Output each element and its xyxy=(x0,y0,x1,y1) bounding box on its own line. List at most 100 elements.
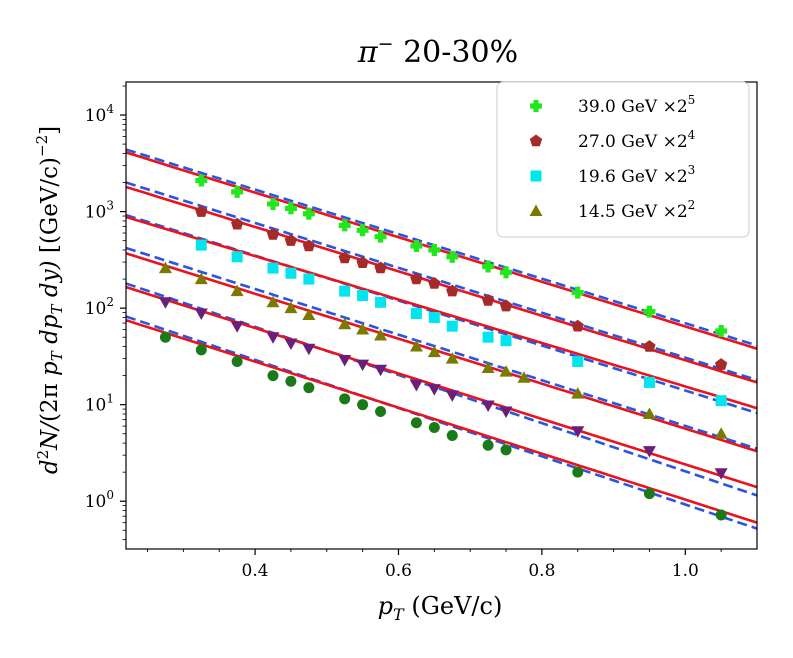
data-point xyxy=(284,338,298,351)
data-point xyxy=(643,305,656,318)
y-axis-label: d2N/(2π pT dpT dy) [(GeV/c)−2] xyxy=(33,126,66,474)
data-point xyxy=(266,197,279,210)
legend-box xyxy=(496,81,750,238)
data-point xyxy=(517,371,531,383)
data-point xyxy=(284,234,298,246)
data-point xyxy=(482,260,495,273)
data-point xyxy=(482,331,494,343)
legend-marker-2 xyxy=(529,134,543,147)
data-point xyxy=(303,382,315,394)
y-tick-label: 104 xyxy=(85,102,115,126)
red-solid-fit-line-3 xyxy=(126,215,757,410)
data-point xyxy=(572,356,584,368)
x-axis-label: pT (GeV/c) xyxy=(378,592,503,624)
data-point xyxy=(194,272,208,285)
series-3-points xyxy=(195,239,727,407)
plot-area: 0.4 0.6 0.8 1.0 100 101 102 103 104 xyxy=(85,81,758,581)
data-point xyxy=(195,205,208,217)
data-point xyxy=(357,399,369,411)
data-point xyxy=(375,405,387,417)
data-point xyxy=(231,185,244,198)
series-4-points xyxy=(158,261,728,439)
data-point xyxy=(427,345,441,358)
blue-dashed-fit-line-1 xyxy=(126,148,757,347)
data-point xyxy=(231,217,244,230)
data-point xyxy=(445,352,459,364)
data-point xyxy=(339,393,351,405)
data-point xyxy=(266,227,280,240)
y-tick-label: 100 xyxy=(85,488,114,512)
data-point xyxy=(303,273,315,285)
data-point xyxy=(195,239,207,251)
x-tick-label: 0.8 xyxy=(528,561,555,581)
legend-marker-1 xyxy=(530,100,542,112)
data-point xyxy=(356,224,369,237)
data-point xyxy=(338,219,351,232)
data-point xyxy=(715,358,728,370)
data-point xyxy=(499,365,513,377)
data-point xyxy=(158,261,172,274)
legend-label-4: 14.5 GeV ×22 xyxy=(578,198,695,222)
data-point xyxy=(356,256,369,268)
data-point xyxy=(231,356,243,368)
data-point xyxy=(571,319,584,332)
data-point xyxy=(500,266,513,279)
data-point xyxy=(715,324,728,337)
data-point xyxy=(302,207,315,220)
y-tick-label: 102 xyxy=(85,295,114,319)
x-tick-label: 0.4 xyxy=(242,561,269,581)
data-point xyxy=(159,331,171,343)
data-point xyxy=(374,261,387,274)
data-point xyxy=(410,417,422,429)
data-point xyxy=(428,244,441,257)
legend-label-1: 39.0 GeV ×25 xyxy=(578,93,695,117)
data-point xyxy=(374,329,388,341)
legend-marker-4 xyxy=(529,204,543,216)
data-point xyxy=(338,251,351,264)
series-6-points xyxy=(159,331,727,521)
data-point xyxy=(571,286,584,299)
data-point xyxy=(428,311,440,323)
data-point xyxy=(572,466,584,478)
data-point xyxy=(284,202,297,215)
legend: 39.0 GeV ×25 27.0 GeV ×24 19.6 GeV ×23 14.5… xyxy=(496,81,750,238)
data-point xyxy=(571,426,585,438)
data-point xyxy=(499,299,513,312)
data-point xyxy=(499,406,513,418)
legend-label-3: 19.6 GeV ×23 xyxy=(578,163,695,187)
data-point xyxy=(356,323,370,335)
data-point xyxy=(481,400,495,413)
data-point xyxy=(446,320,458,332)
legend-marker-3 xyxy=(530,170,542,182)
data-point xyxy=(266,332,280,344)
data-point xyxy=(642,407,656,420)
data-point xyxy=(285,375,297,387)
data-point xyxy=(427,384,441,396)
data-point xyxy=(409,379,423,392)
data-point xyxy=(195,344,207,356)
data-point xyxy=(714,427,728,439)
data-points xyxy=(158,174,728,521)
x-tick-label: 0.6 xyxy=(385,561,412,581)
x-tick-label: 1.0 xyxy=(672,561,699,581)
data-point xyxy=(428,422,440,434)
data-point xyxy=(500,335,512,347)
data-point xyxy=(410,308,422,320)
data-point xyxy=(339,285,351,297)
data-point xyxy=(446,429,458,441)
red-solid-fit-line-5 xyxy=(126,285,757,489)
data-point xyxy=(302,239,315,252)
data-point xyxy=(267,262,279,274)
data-point xyxy=(158,297,172,309)
blue-dashed-fit-line-2 xyxy=(126,181,757,382)
data-point xyxy=(446,284,459,297)
data-point xyxy=(409,340,423,352)
data-point xyxy=(230,284,244,297)
data-point xyxy=(375,296,387,308)
series-1-points xyxy=(195,174,728,337)
data-point xyxy=(714,468,728,480)
data-point xyxy=(374,364,388,377)
blue-dashed-fit-line-5 xyxy=(126,282,757,497)
y-tick-label: 101 xyxy=(85,392,114,416)
